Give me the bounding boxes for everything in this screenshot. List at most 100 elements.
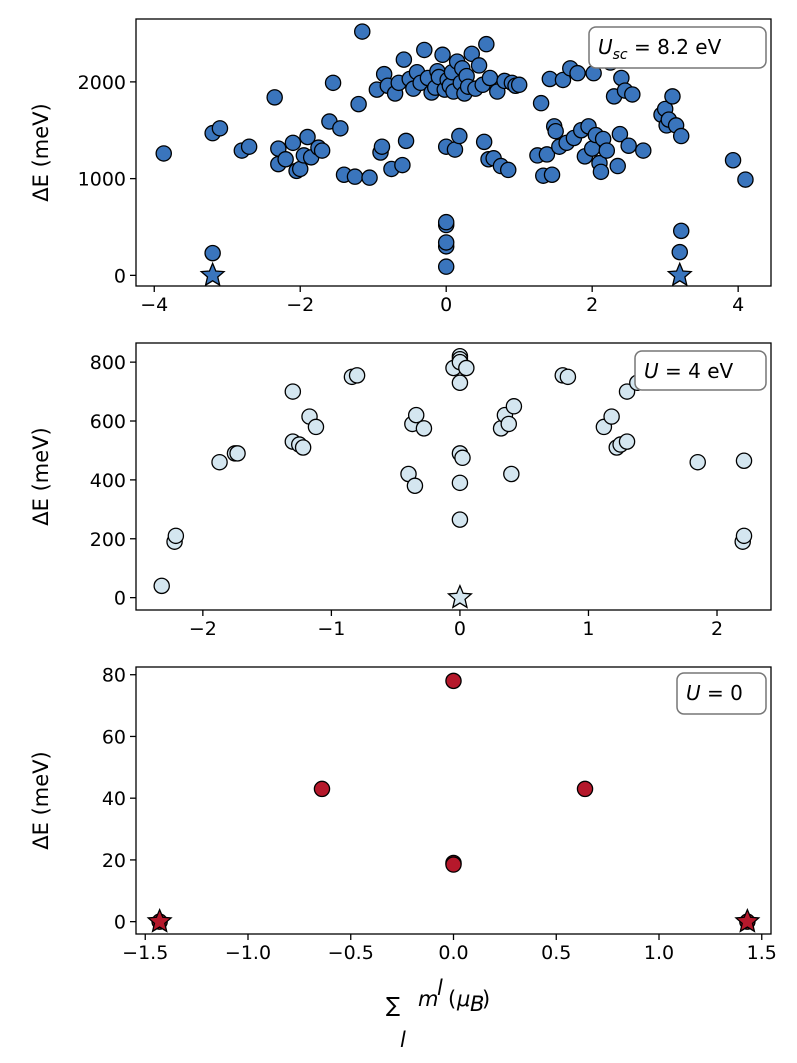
data-point bbox=[735, 527, 753, 545]
data-point bbox=[437, 213, 455, 231]
data-point bbox=[554, 71, 572, 89]
data-point bbox=[416, 41, 433, 59]
annotation-symbol: U bbox=[644, 359, 659, 383]
y-tick-label: 200 bbox=[90, 529, 126, 551]
data-point bbox=[671, 243, 689, 261]
y-axis-ticks: 0 20 40 60 80 bbox=[102, 665, 136, 934]
data-point bbox=[451, 511, 469, 528]
data-point bbox=[737, 171, 754, 188]
data-point bbox=[499, 161, 517, 179]
data-point bbox=[211, 453, 228, 471]
data-point bbox=[559, 368, 577, 386]
data-point bbox=[624, 86, 641, 103]
annotation-box: U = 4 eV bbox=[634, 350, 767, 391]
data-point bbox=[445, 672, 462, 690]
data-point bbox=[277, 151, 294, 168]
data-point bbox=[451, 127, 468, 145]
x-tick-label: 1.0 bbox=[644, 942, 674, 964]
ground-state-stars bbox=[199, 261, 693, 287]
data-point bbox=[266, 89, 283, 106]
y-tick-label: 40 bbox=[102, 788, 126, 810]
y-axis-label: ΔE (meV) bbox=[29, 103, 53, 201]
ground-state-star-marker bbox=[446, 583, 473, 609]
data-point bbox=[735, 452, 753, 469]
data-point bbox=[503, 465, 520, 483]
panel-u-sc-8-2-ev: −4 −2 0 2 4 0 1000 2000 ΔE (meV) Usc = 8.2 eV bbox=[29, 18, 772, 316]
panel-u-0: −1.5 −1.0 −0.5 0.0 0.5 1.0 1.5 0 20 40 60 80 ΔE (m… bbox=[29, 665, 777, 964]
annotation-subscript: sc bbox=[613, 47, 628, 63]
annotation-frame bbox=[588, 26, 767, 69]
y-tick-label: 60 bbox=[102, 726, 126, 748]
series-points bbox=[151, 672, 756, 930]
y-tick-label: 1000 bbox=[78, 169, 126, 191]
x-axis-label: ∑ l m l ( μ B ) bbox=[386, 976, 490, 1052]
x-tick-label: 0 bbox=[440, 294, 452, 316]
data-point bbox=[478, 35, 495, 53]
data-point bbox=[458, 359, 475, 377]
data-point bbox=[635, 142, 652, 159]
annotation-label: Usc = 8.2 eV bbox=[598, 35, 722, 63]
data-point bbox=[204, 244, 221, 262]
data-point bbox=[569, 64, 586, 82]
y-tick-label: 800 bbox=[90, 352, 126, 374]
x-axis-ticks: −2 −1 0 1 2 bbox=[189, 610, 723, 640]
data-point bbox=[299, 128, 316, 146]
ground-state-stars bbox=[446, 583, 473, 609]
x-tick-label: 2 bbox=[711, 618, 723, 640]
data-point bbox=[307, 418, 325, 436]
data-point bbox=[415, 420, 433, 437]
data-point bbox=[354, 23, 371, 40]
unit-open: ( bbox=[448, 987, 456, 1011]
x-axis-ticks: −1.5 −1.0 −0.5 0.0 0.5 1.0 1.5 bbox=[122, 934, 777, 964]
data-point bbox=[672, 222, 690, 240]
x-tick-label: −0.5 bbox=[328, 942, 374, 964]
y-tick-label: 600 bbox=[90, 411, 126, 433]
x-tick-label: −1.0 bbox=[225, 942, 271, 964]
annotation-label: U = 0 bbox=[686, 681, 743, 705]
annotation-symbol: U bbox=[686, 681, 701, 705]
data-point bbox=[598, 142, 616, 159]
annotation-value: = 8.2 eV bbox=[628, 35, 722, 59]
data-point bbox=[446, 141, 464, 158]
data-point bbox=[609, 157, 626, 175]
data-point bbox=[346, 168, 364, 185]
ground-state-stars bbox=[146, 907, 761, 933]
unit-close: ) bbox=[482, 987, 490, 1011]
y-tick-label: 0 bbox=[114, 265, 126, 287]
data-point bbox=[397, 132, 415, 150]
data-point bbox=[284, 383, 302, 400]
x-tick-label: 0 bbox=[454, 618, 466, 640]
data-point bbox=[576, 780, 594, 798]
x-tick-label: −2 bbox=[286, 294, 314, 316]
y-axis-ticks: 0 200 400 600 800 bbox=[90, 352, 136, 610]
data-point bbox=[689, 453, 706, 471]
data-point bbox=[361, 169, 378, 186]
x-tick-label: −1 bbox=[317, 618, 345, 640]
data-point bbox=[313, 142, 331, 159]
x-tick-label: −4 bbox=[140, 294, 168, 316]
x-tick-label: 1 bbox=[582, 618, 594, 640]
data-point bbox=[620, 137, 637, 154]
data-point bbox=[373, 138, 391, 155]
annotation-box: U = 0 bbox=[676, 672, 767, 715]
data-point bbox=[510, 76, 528, 94]
ground-state-star-marker bbox=[734, 907, 761, 933]
x-axis-ticks: −4 −2 0 2 4 bbox=[140, 286, 744, 316]
data-point bbox=[332, 120, 349, 137]
data-point bbox=[532, 94, 550, 112]
data-point bbox=[437, 258, 455, 275]
data-point bbox=[505, 398, 523, 415]
y-axis-label: ΔE (meV) bbox=[29, 427, 53, 525]
data-point bbox=[348, 367, 366, 384]
annotation-value: = 4 eV bbox=[659, 359, 734, 383]
data-point bbox=[592, 163, 610, 181]
data-point bbox=[543, 166, 561, 183]
panel-u-4-ev: −2 −1 0 1 2 0 200 400 600 800 ΔE (meV) U = 4 eV bbox=[29, 342, 772, 640]
data-point bbox=[394, 156, 411, 174]
sum-index: l bbox=[400, 1028, 406, 1052]
annotation-value: = 0 bbox=[701, 681, 743, 705]
series-points bbox=[153, 347, 753, 595]
plot-area-frame bbox=[135, 18, 772, 287]
data-point bbox=[538, 146, 556, 163]
